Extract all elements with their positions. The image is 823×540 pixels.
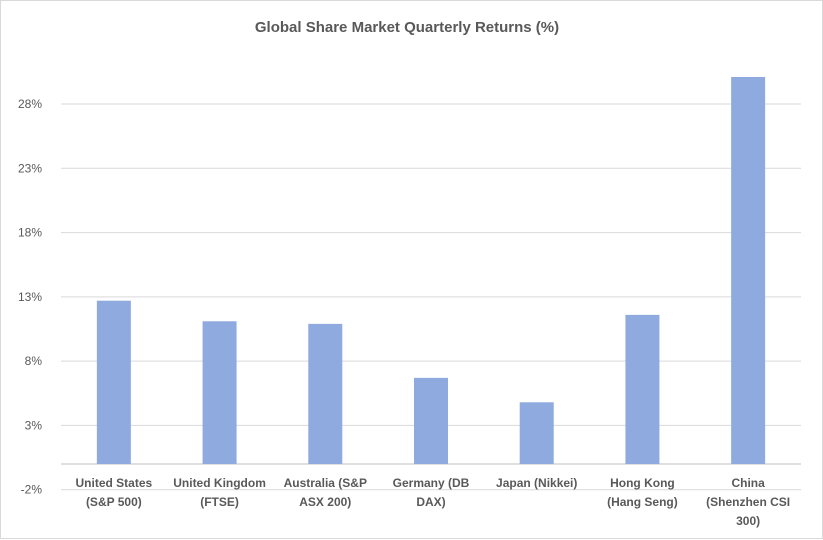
y-tick-label: 13% xyxy=(18,290,42,304)
y-tick-label: -2% xyxy=(21,483,43,497)
x-tick-label: ASX 200) xyxy=(299,495,351,509)
y-tick-label: 23% xyxy=(18,161,42,175)
x-tick-label: Australia (S&P xyxy=(284,476,367,490)
x-tick-label: (S&P 500) xyxy=(86,495,142,509)
x-tick-label: (Hang Seng) xyxy=(607,495,678,509)
bar xyxy=(625,314,660,464)
bar xyxy=(414,377,448,464)
y-tick-label: 28% xyxy=(18,97,42,111)
bar xyxy=(519,402,554,464)
bars xyxy=(96,77,766,464)
chart-title: Global Share Market Quarterly Returns (%… xyxy=(255,19,559,36)
x-tick-label: China xyxy=(731,476,765,490)
x-tick-label: Hong Kong xyxy=(610,476,675,490)
bar xyxy=(308,323,343,464)
x-tick-label: (Shenzhen CSI xyxy=(706,495,790,509)
y-axis-ticks: -2% 3% 8% 13% 18% 23% 28% xyxy=(18,97,42,497)
y-tick-label: 18% xyxy=(18,226,42,240)
x-tick-label: DAX) xyxy=(416,495,445,509)
x-tick-label: Japan (Nikkei) xyxy=(496,476,577,490)
y-tick-label: 3% xyxy=(25,418,43,432)
bar xyxy=(731,77,766,464)
x-tick-label: United States xyxy=(76,476,153,490)
x-tick-label: Germany (DB xyxy=(393,476,470,490)
bar xyxy=(202,321,237,464)
gridlines xyxy=(61,103,801,491)
y-tick-label: 8% xyxy=(25,354,43,368)
x-tick-label: (FTSE) xyxy=(200,495,239,509)
x-axis-labels: United States (S&P 500) United Kingdom (FTS… xyxy=(76,476,791,528)
x-tick-label: 300) xyxy=(736,514,760,528)
bar xyxy=(96,300,131,464)
x-tick-label: United Kingdom xyxy=(173,476,266,490)
